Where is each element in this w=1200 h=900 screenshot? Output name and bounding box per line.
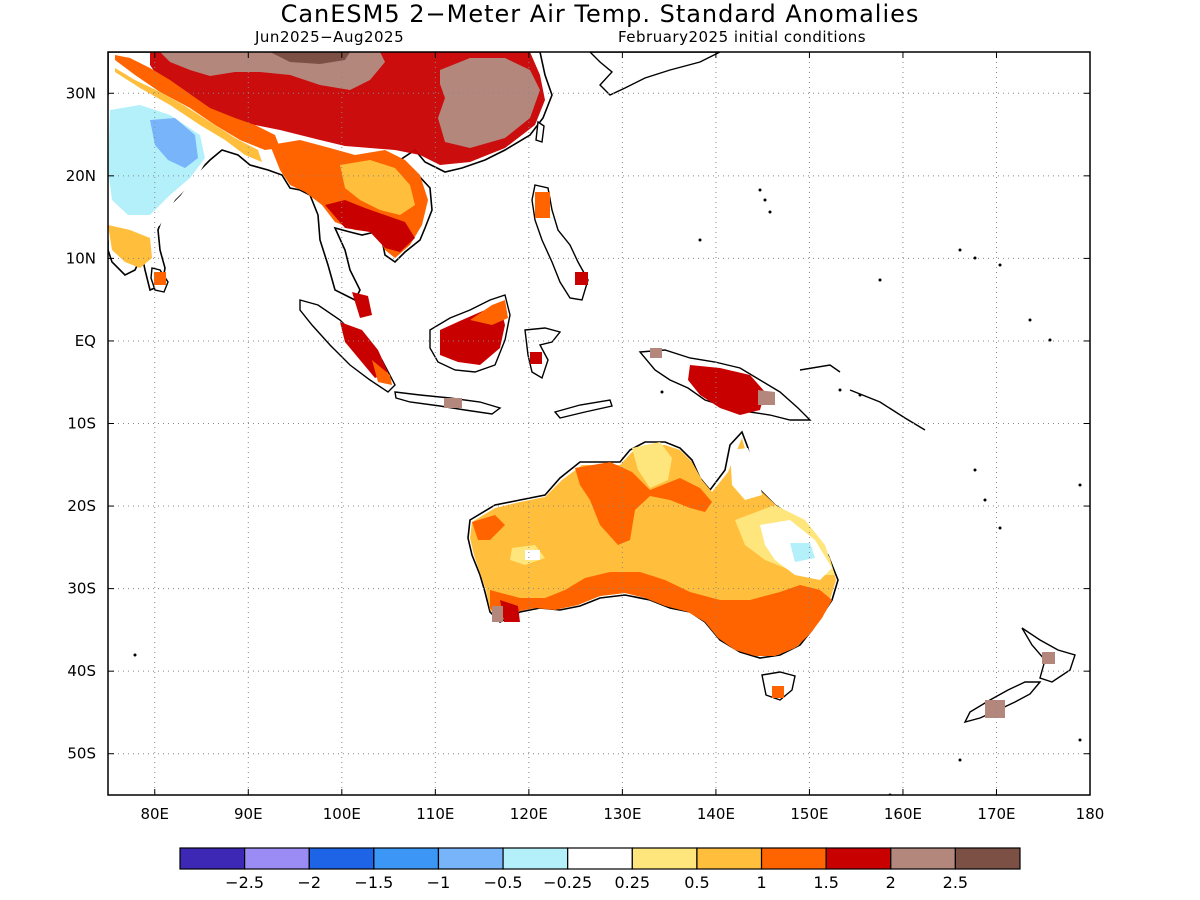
colorbar-swatch xyxy=(567,847,633,870)
initial-conditions: February2025 initial conditions xyxy=(618,28,867,46)
colorbar-swatch xyxy=(696,847,763,870)
anomaly-india-blue xyxy=(150,118,198,168)
temperature-anomaly-shading xyxy=(108,52,1055,718)
colorbar-label: 0.25 xyxy=(614,873,650,892)
anomaly-australia-south xyxy=(490,572,832,656)
pacific-islands xyxy=(133,188,1082,795)
solomon-islands-land xyxy=(799,364,926,431)
taiwan-land xyxy=(535,120,545,143)
lat-tick-label: EQ xyxy=(75,332,96,350)
lat-tick-label: 30N xyxy=(66,84,96,102)
colorbar-label: −1 xyxy=(427,873,451,892)
colorbar-legend: −2.5 −2 −1.5 −1 −0.5 −0.25 0.25 0.5 1 1.5 2 2.5 xyxy=(179,847,1021,892)
colorbar-swatch xyxy=(244,847,310,870)
lon-tick-label: 180 xyxy=(1076,805,1105,823)
map-gridlines xyxy=(108,52,1090,795)
lon-tick-label: 90E xyxy=(234,805,263,823)
colorbar-label: 2 xyxy=(886,873,896,892)
colorbar-swatch xyxy=(954,847,1021,870)
lon-tick-label: 110E xyxy=(416,805,454,823)
colorbar-label: −0.25 xyxy=(543,873,592,892)
anomaly-mindanao xyxy=(575,272,588,285)
anomaly-new-guinea-brown xyxy=(758,390,775,405)
anomaly-east-china-brown xyxy=(438,58,540,148)
latitude-axis: 30N 20N 10N EQ 10S 20S 30S 40S 50S xyxy=(66,84,1090,763)
colorbar-swatch xyxy=(825,847,892,870)
colorbar-label: 2.5 xyxy=(943,873,968,892)
anomaly-tibet-dark xyxy=(270,52,350,64)
anomaly-australia-southwest-brown xyxy=(492,606,503,622)
anomaly-sumatra-orange xyxy=(372,360,392,385)
lat-tick-label: 50S xyxy=(67,745,96,763)
anomaly-java-brown xyxy=(444,398,462,408)
colorbar-swatch xyxy=(890,847,956,870)
lon-tick-label: 150E xyxy=(790,805,828,823)
anomaly-australia-interior-white xyxy=(525,550,540,560)
colorbar-label: −2.5 xyxy=(225,873,264,892)
colorbar-swatch xyxy=(308,847,375,870)
colorbar-label: −1.5 xyxy=(354,873,393,892)
colorbar-swatch xyxy=(760,847,827,870)
lat-tick-label: 10S xyxy=(67,415,96,433)
anomaly-sulawesi xyxy=(530,352,542,364)
colorbar-label: −2 xyxy=(297,873,321,892)
anomaly-india-south xyxy=(108,225,152,268)
anomaly-indochina-light xyxy=(340,160,415,215)
map-title: CanESM5 2−Meter Air Temp. Standard Anoma… xyxy=(280,0,920,28)
lat-tick-label: 10N xyxy=(66,249,96,267)
anomaly-australia-northwest xyxy=(575,462,712,545)
anomaly-australia-southwest-red xyxy=(500,600,520,622)
lon-tick-label: 100E xyxy=(323,805,361,823)
japan-land xyxy=(589,52,721,96)
anomaly-australia-west xyxy=(472,515,505,540)
anomaly-bismarck-brown xyxy=(650,348,662,358)
colorbar-label: −0.5 xyxy=(484,873,523,892)
colorbar-label: 1 xyxy=(756,873,766,892)
colorbar-swatch xyxy=(631,847,698,870)
timor-land xyxy=(553,399,613,419)
lon-tick-label: 170E xyxy=(977,805,1015,823)
anomaly-australia-north-light xyxy=(632,442,672,488)
colorbar-label: 0.5 xyxy=(684,873,709,892)
map-plot-area xyxy=(108,52,1090,795)
colorbar-swatch xyxy=(437,847,504,870)
anomaly-philippines xyxy=(535,192,550,218)
anomaly-australia-east-blue xyxy=(790,543,815,562)
lon-tick-label: 160E xyxy=(884,805,922,823)
anomaly-borneo-orange xyxy=(470,300,508,325)
lon-tick-label: 120E xyxy=(510,805,548,823)
anomaly-new-zealand-north xyxy=(1042,652,1055,664)
anomaly-malaya xyxy=(352,292,372,318)
anomaly-tasmania xyxy=(772,686,784,698)
anomaly-indochina-red xyxy=(325,200,415,252)
anomaly-himalaya-yellow xyxy=(115,68,262,162)
colorbar-label: 1.5 xyxy=(813,873,838,892)
forecast-period: Jun2025−Aug2025 xyxy=(255,28,405,46)
anomaly-new-zealand-south xyxy=(985,700,1005,718)
lat-tick-label: 40S xyxy=(67,662,96,680)
anomaly-himalaya xyxy=(115,55,280,150)
colorbar-swatch xyxy=(373,847,440,870)
longitude-axis: 80E 90E 100E 110E 120E 130E 140E 150E 160E 170E 18… xyxy=(140,52,1104,823)
lat-tick-label: 20N xyxy=(66,167,96,185)
anomaly-australia-northeast-white xyxy=(730,448,762,500)
lat-tick-label: 20S xyxy=(67,497,96,515)
anomaly-new-guinea xyxy=(688,365,765,415)
lat-tick-label: 30S xyxy=(67,580,96,598)
lon-tick-label: 80E xyxy=(140,805,169,823)
lon-tick-label: 130E xyxy=(603,805,641,823)
colorbar-swatch xyxy=(502,847,569,870)
lon-tick-label: 140E xyxy=(697,805,735,823)
anomaly-sri-lanka xyxy=(154,272,166,285)
colorbar-swatch xyxy=(179,847,246,870)
